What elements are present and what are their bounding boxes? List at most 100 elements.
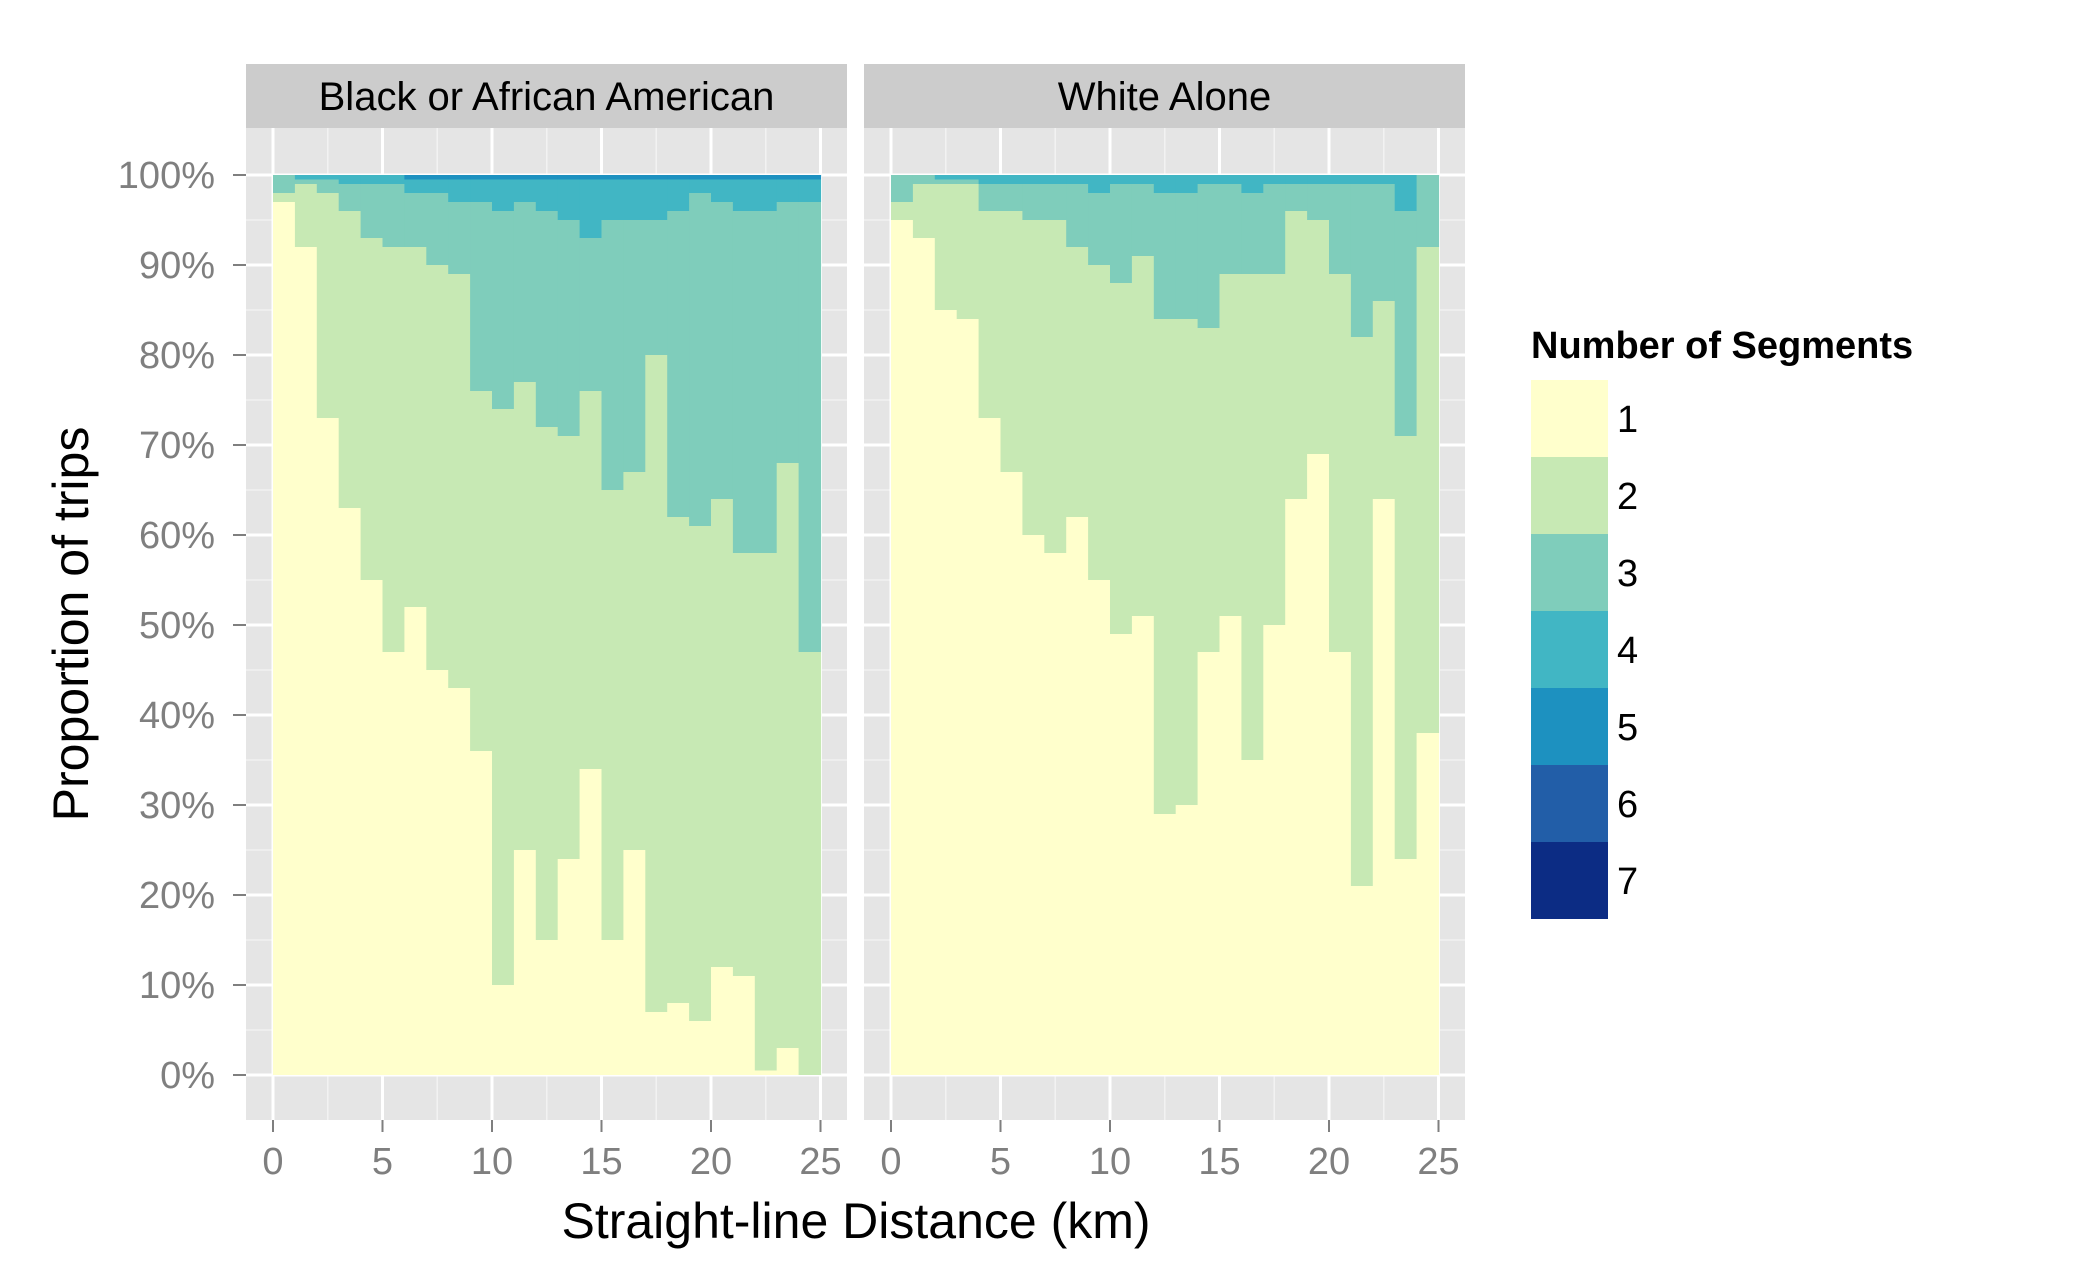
- bar-segment-3: [426, 193, 449, 265]
- bar-segment-3: [1131, 184, 1155, 256]
- x-tick-label: 15: [580, 1141, 622, 1183]
- bar-segment-4: [754, 179, 778, 211]
- bar-segment-3: [912, 175, 936, 184]
- y-tick-label: 20%: [139, 875, 215, 917]
- bar-segment-3: [798, 202, 822, 652]
- bar-segment-1: [1285, 499, 1308, 1075]
- bar-segment-3: [1285, 184, 1308, 211]
- axis-titles: Straight-line Distance (km) Proportion o…: [43, 427, 1151, 1249]
- bar-segment-4: [645, 179, 668, 220]
- bar-segment-3: [623, 220, 646, 472]
- bar-segment-4: [448, 179, 471, 202]
- bar-segment-3: [382, 184, 405, 247]
- bar-segment-4: [470, 179, 493, 202]
- bar-segment-2: [1022, 220, 1045, 535]
- bar-segment-2: [470, 391, 493, 751]
- bar-segment-1: [978, 418, 1002, 1075]
- bar-segment-2: [601, 490, 624, 940]
- bar-segment-1: [891, 220, 914, 1075]
- bar-segment-2: [273, 193, 296, 202]
- bar-segment-4: [316, 175, 340, 180]
- legend-items: 1 2 3 4 5 6 7: [1531, 380, 1638, 919]
- bar-segment-1: [1263, 625, 1286, 1075]
- bar-segment-3: [492, 211, 515, 409]
- legend: Number of Segments 1 2 3 4 5 6 7: [1531, 325, 1913, 919]
- bar-segment-3: [1088, 193, 1111, 265]
- facet-panel-1: Black or African American 0 5 10 15 20 25: [246, 64, 847, 1183]
- bar-segment-1: [689, 1021, 712, 1075]
- bar-segment-4: [689, 179, 712, 193]
- bar-segment-2: [798, 652, 822, 1075]
- y-tick-label: 50%: [139, 605, 215, 647]
- bar-segment-3: [1110, 184, 1133, 283]
- bar-segment-1: [667, 1003, 690, 1075]
- facet-strip-label: White Alone: [1058, 75, 1271, 119]
- bar-segment-4: [426, 179, 449, 193]
- bar-segment-5: [426, 175, 449, 180]
- bar-segment-1: [1153, 814, 1177, 1075]
- bar-segment-3: [978, 184, 1002, 211]
- bar-segment-3: [338, 184, 362, 211]
- bar-segment-2: [1285, 211, 1308, 499]
- bar-segment-4: [1285, 175, 1308, 184]
- bar-segment-4: [956, 175, 980, 180]
- bar-segment-3: [316, 179, 340, 193]
- x-tick-label: 25: [1417, 1141, 1459, 1183]
- bar-segment-4: [776, 179, 800, 202]
- bar-segment-1: [492, 985, 515, 1075]
- bar-segment-3: [1394, 211, 1418, 436]
- bar-segment-1: [1329, 652, 1352, 1075]
- bar-segment-4: [1153, 175, 1177, 193]
- bar-segment-4: [1394, 175, 1418, 211]
- bar-segment-4: [934, 175, 958, 180]
- bar-segment-1: [338, 508, 362, 1075]
- bar-segment-1: [470, 751, 493, 1075]
- bar-segment-2: [1394, 436, 1418, 859]
- bar-segment-4: [798, 179, 822, 202]
- bar-segment-2: [557, 436, 581, 859]
- facet-strip: [864, 64, 1465, 128]
- bar-segment-2: [1197, 328, 1221, 652]
- bar-segment-5: [732, 175, 756, 180]
- y-axis-title: Proportion of trips: [43, 427, 99, 822]
- bar-segment-1: [754, 1070, 778, 1075]
- y-tick-label: 10%: [139, 965, 215, 1007]
- bar-segment-5: [645, 175, 668, 180]
- bar-segment-5: [667, 175, 690, 180]
- bar-segment-4: [492, 179, 515, 211]
- bar-segment-1: [776, 1048, 800, 1075]
- bar-segment-4: [1350, 175, 1374, 184]
- bar-segment-4: [382, 175, 405, 184]
- bar-segment-2: [382, 247, 405, 652]
- bar-segment-3: [360, 184, 384, 238]
- x-tick-label: 5: [990, 1141, 1011, 1183]
- bar-segment-3: [404, 193, 427, 247]
- bar-segment-2: [689, 526, 712, 1021]
- bar-segment-2: [1263, 274, 1286, 625]
- bar-segment-4: [1241, 175, 1264, 193]
- bar-segment-1: [579, 769, 603, 1075]
- bar-segment-3: [535, 211, 559, 427]
- bar-segment-1: [360, 580, 384, 1075]
- bar-segment-3: [1066, 184, 1089, 247]
- bar-segment-3: [1241, 193, 1264, 274]
- bar-segment-4: [1307, 175, 1330, 184]
- bar-segment-5: [535, 175, 559, 180]
- bar-segment-3: [934, 179, 958, 184]
- bar-segment-2: [426, 265, 449, 670]
- bar-segment-3: [294, 179, 318, 184]
- bar-segment-2: [579, 391, 603, 769]
- bar-segment-1: [601, 940, 624, 1075]
- bar-segment-3: [1372, 184, 1396, 301]
- y-tick-label: 90%: [139, 245, 215, 287]
- y-tick-label: 100%: [118, 155, 215, 197]
- y-tick-label: 70%: [139, 425, 215, 467]
- bar-segment-5: [776, 175, 800, 180]
- bar-segment-2: [1175, 319, 1199, 805]
- x-tick-label: 15: [1198, 1141, 1240, 1183]
- bar-segment-1: [513, 850, 537, 1075]
- bar-segment-1: [1110, 634, 1133, 1075]
- bar-segment-3: [1153, 193, 1177, 319]
- x-tick-label: 0: [880, 1141, 901, 1183]
- bar-segment-1: [1044, 553, 1067, 1075]
